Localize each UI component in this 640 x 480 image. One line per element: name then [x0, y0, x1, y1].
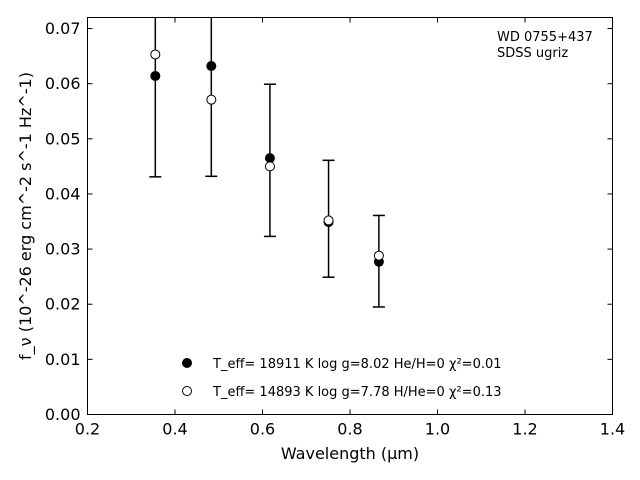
y-tick-label: 0.04 — [45, 184, 81, 203]
x-tick-label: 1.0 — [425, 420, 450, 439]
data-point-open — [373, 250, 384, 261]
legend-marker-open — [182, 386, 192, 396]
data-point-open — [206, 94, 217, 105]
data-point-filled — [264, 153, 275, 164]
data-point-open — [323, 215, 334, 226]
x-tick-label: 0.8 — [337, 420, 362, 439]
plot-area — [149, 17, 385, 308]
legend-label-series-1: T_eff= 18911 K log g=8.02 He/H=0 χ²=0.01 — [212, 357, 502, 372]
legend-marker-filled — [182, 358, 192, 368]
y-tick-label: 0.06 — [45, 74, 81, 93]
plot-frame — [87, 17, 613, 415]
annotation-line-2: SDSS ugriz — [497, 46, 568, 61]
y-tick-label: 0.03 — [45, 240, 81, 259]
axis-ticks: 0.2 0.4 0.6 0.8 1.0 1.2 1.4 0.00 0.01 0.02 0.03 0.0… — [45, 17, 625, 439]
y-tick-label: 0.02 — [45, 295, 81, 314]
data-point-filled — [150, 70, 161, 81]
y-tick-label: 0.07 — [45, 19, 81, 38]
y-tick-label: 0.00 — [45, 405, 81, 424]
y-tick-label: 0.05 — [45, 129, 81, 148]
x-tick-label: 1.2 — [512, 420, 537, 439]
data-point-open — [150, 49, 161, 60]
x-tick-label: 0.6 — [250, 420, 275, 439]
legend-label-series-2: T_eff= 14893 K log g=7.78 H/He=0 χ²=0.13 — [212, 385, 502, 400]
x-axis-label: Wavelength (μm) — [281, 444, 419, 463]
data-point-open — [264, 161, 275, 172]
x-tick-label: 1.4 — [600, 420, 625, 439]
data-point-filled — [206, 61, 217, 72]
annotation-line-1: WD 0755+437 — [497, 30, 593, 45]
y-tick-label: 0.01 — [45, 350, 81, 369]
y-axis-label: f_ν (10^-26 erg cm^-2 s^-1 Hz^-1) — [16, 72, 36, 360]
x-tick-label: 0.2 — [75, 420, 100, 439]
x-tick-label: 0.4 — [162, 420, 187, 439]
legend: T_eff= 18911 K log g=8.02 He/H=0 χ²=0.01… — [182, 357, 502, 400]
